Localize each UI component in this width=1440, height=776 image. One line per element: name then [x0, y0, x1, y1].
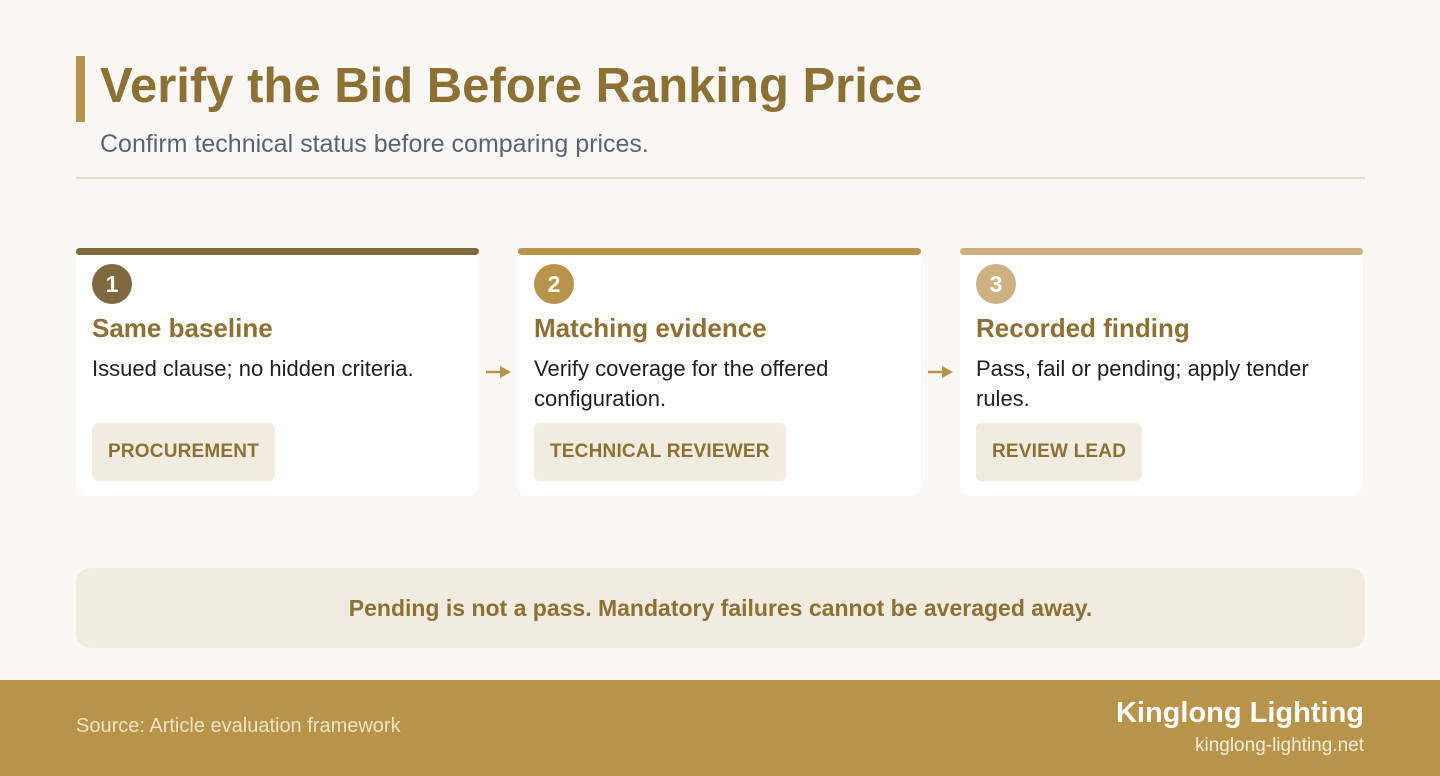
step-card-2-accent-bar [518, 248, 921, 255]
arrow-right-icon [928, 366, 953, 378]
step-title: Same baseline [92, 313, 273, 343]
step-description: Pass, fail or pending; apply tender rule… [976, 356, 1309, 411]
step-card-3-accent-bar [960, 248, 1363, 255]
step-card-3: 3 Recorded finding Pass, fail or pending… [960, 248, 1363, 496]
step-title: Matching evidence [534, 313, 767, 343]
step-role-tag: PROCUREMENT [92, 423, 276, 481]
footer-bar [0, 680, 1440, 776]
step-card-1: 1 Same baseline Issued clause; no hidden… [76, 248, 479, 496]
step-title: Recorded finding [976, 313, 1190, 343]
step-card-1-accent-bar [76, 248, 479, 255]
header-divider [76, 177, 1365, 179]
step-number-badge: 1 [92, 264, 132, 304]
step-number-badge: 2 [534, 264, 574, 304]
title-accent-bar [76, 56, 85, 122]
step-number-badge: 3 [976, 264, 1016, 304]
page-subtitle: Confirm technical status before comparin… [100, 130, 649, 158]
step-description: Issued clause; no hidden criteria. [92, 356, 414, 381]
brand-url: kinglong-lighting.net [1194, 735, 1364, 756]
step-card-2: 2 Matching evidence Verify coverage for … [518, 248, 921, 496]
page-title: Verify the Bid Before Ranking Price [100, 59, 923, 113]
step-description: Verify coverage for the offered configur… [534, 356, 829, 411]
step-role-tag: TECHNICAL REVIEWER [534, 423, 786, 481]
arrow-right-icon [486, 366, 511, 378]
key-note-banner: Pending is not a pass. Mandatory failure… [76, 568, 1365, 648]
brand-name: Kinglong Lighting [1115, 697, 1364, 729]
source-note: Source: Article evaluation framework [76, 715, 401, 737]
step-role-tag: REVIEW LEAD [976, 423, 1143, 481]
